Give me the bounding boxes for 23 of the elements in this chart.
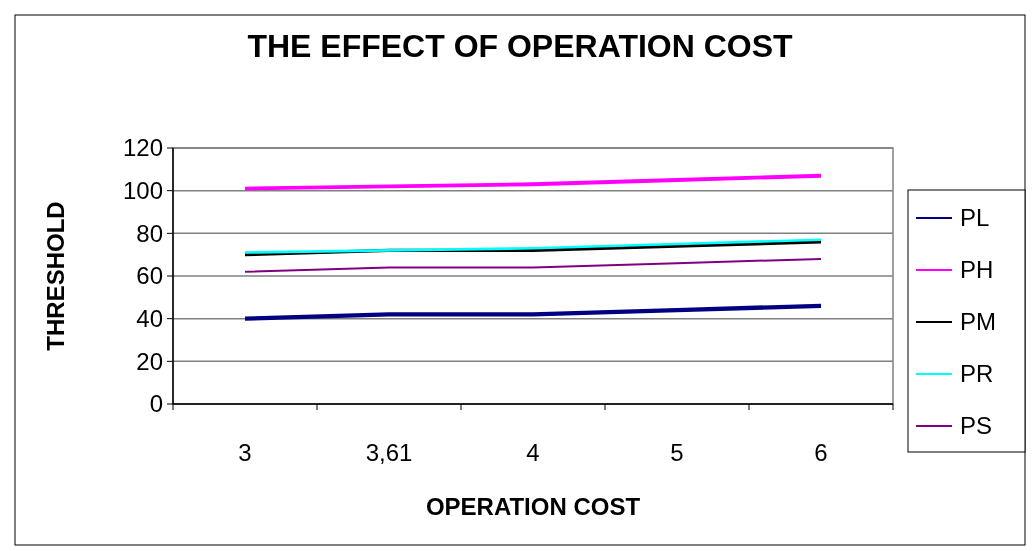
legend-label: PL: [960, 204, 990, 232]
y-axis-title: THRESHOLD: [42, 201, 69, 351]
x-tick-label: 4: [526, 439, 540, 466]
x-axis-title: OPERATION COST: [425, 493, 641, 520]
y-tick-label: 80: [136, 219, 163, 247]
line-series: [244, 257, 822, 273]
x-tick-label: 3: [238, 439, 252, 466]
y-tick-label: 100: [122, 177, 163, 205]
y-tick-label: 60: [136, 262, 163, 290]
y-tick-label: 120: [122, 134, 163, 162]
y-tick-label: 0: [149, 390, 163, 418]
legend-label: PS: [960, 412, 993, 440]
x-tick-label: 3,61: [365, 439, 413, 466]
chart-title: THE EFFECT OF OPERATION COST: [247, 28, 794, 64]
line-series: [242, 303, 824, 321]
x-tick-label: 5: [670, 439, 684, 466]
legend-label: PH: [960, 256, 994, 284]
y-tick-label: 20: [136, 347, 163, 375]
line-series: [243, 173, 823, 191]
legend-label: PM: [960, 308, 996, 336]
legend-label: PR: [960, 360, 994, 388]
x-tick-label: 6: [814, 439, 828, 466]
y-tick-label: 40: [136, 305, 163, 333]
